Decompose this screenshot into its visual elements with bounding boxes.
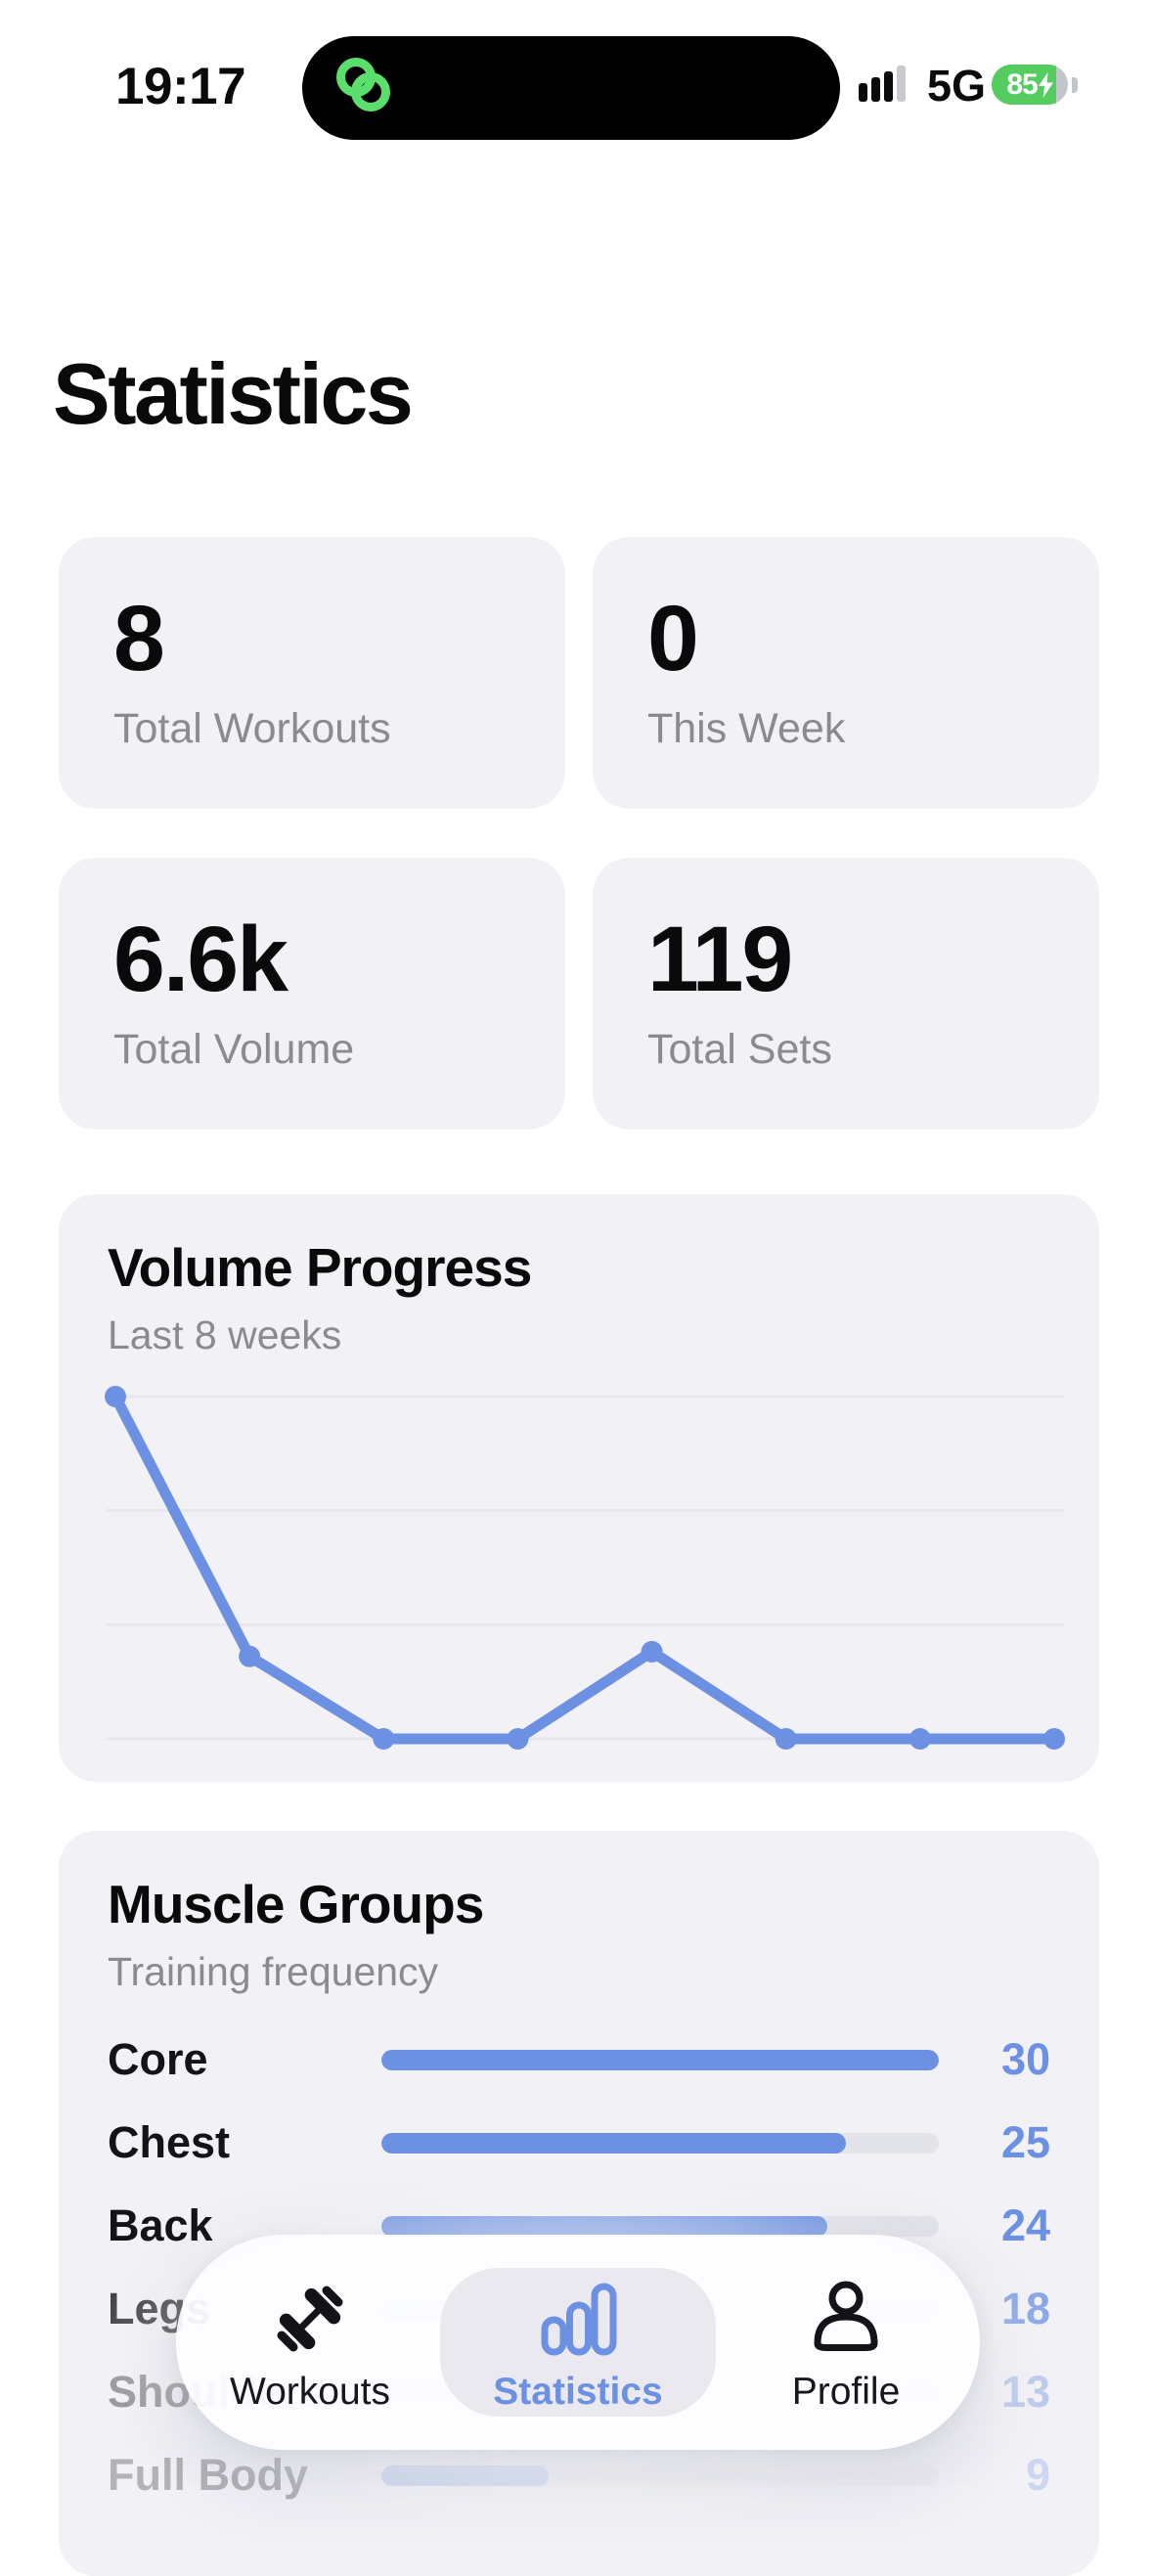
stat-value: 8 — [113, 587, 165, 690]
tab-label: Statistics — [493, 2371, 663, 2413]
volume-card-title: Volume Progress — [108, 1237, 532, 1298]
muscle-label: Core — [108, 2034, 208, 2085]
stat-label: This Week — [647, 705, 846, 752]
volume-progress-card: Volume Progress Last 8 weeks — [59, 1194, 1099, 1782]
stat-card-total-sets: 119 Total Sets — [593, 858, 1099, 1130]
muscle-value: 30 — [1000, 2034, 1050, 2085]
stat-label: Total Sets — [647, 1026, 832, 1073]
volume-card-subtitle: Last 8 weeks — [108, 1312, 342, 1357]
stat-value: 6.6k — [113, 908, 288, 1011]
tab-workouts[interactable]: Workouts — [176, 2235, 444, 2450]
tab-statistics[interactable]: Statistics — [440, 2235, 716, 2450]
muscle-bar-track — [381, 2465, 939, 2486]
cellular-signal-icon — [859, 65, 906, 102]
battery-cap — [1072, 77, 1078, 93]
muscle-bar-fill — [381, 2132, 846, 2154]
muscle-bar-track — [381, 2049, 939, 2070]
network-type-label: 5G — [927, 61, 987, 111]
tab-label: Profile — [791, 2371, 901, 2413]
muscle-bar-fill — [381, 2049, 939, 2070]
charging-bolt-icon — [1038, 71, 1053, 98]
muscle-row-core: Core 30 — [108, 2034, 1050, 2085]
stat-label: Total Volume — [113, 1026, 355, 1073]
muscle-bar-fill — [381, 2215, 827, 2237]
muscle-value: 9 — [1025, 2450, 1050, 2501]
link-rings-icon — [332, 56, 396, 121]
stat-card-total-volume: 6.6k Total Volume — [59, 858, 565, 1130]
muscle-card-title: Muscle Groups — [108, 1874, 484, 1934]
person-icon — [805, 2277, 887, 2361]
tab-label: Workouts — [230, 2371, 390, 2413]
muscle-value: 25 — [1000, 2117, 1050, 2168]
battery-percent: 85 — [1006, 67, 1038, 101]
muscle-bar-fill — [381, 2465, 549, 2486]
muscle-label: Full Body — [108, 2450, 308, 2501]
muscle-row-chest: Chest 25 — [108, 2117, 1050, 2168]
stat-card-this-week: 0 This Week — [593, 537, 1099, 809]
status-bar: 19:17 5G 85 — [0, 0, 1153, 156]
tab-profile[interactable]: Profile — [712, 2235, 980, 2450]
stat-label: Total Workouts — [113, 705, 391, 752]
page-title: Statistics — [53, 345, 414, 442]
stat-value: 119 — [647, 908, 793, 1011]
muscle-label: Chest — [108, 2117, 231, 2168]
stat-card-total-workouts: 8 Total Workouts — [59, 537, 565, 809]
stat-value: 0 — [647, 587, 699, 690]
muscle-card-subtitle: Training frequency — [108, 1949, 439, 1994]
tab-bar: Workouts Statistics Profile — [176, 2235, 980, 2450]
bar-chart-icon — [537, 2277, 619, 2361]
muscle-bar-track — [381, 2215, 939, 2237]
volume-line-chart — [105, 1377, 1065, 1760]
dynamic-island — [302, 36, 840, 140]
battery-icon: 85 — [992, 65, 1068, 105]
muscle-row-full-body: Full Body 9 — [108, 2450, 1050, 2501]
muscle-bar-track — [381, 2132, 939, 2154]
dumbbell-icon — [267, 2277, 353, 2361]
muscle-groups-card: Muscle Groups Training frequency Core 30… — [59, 1831, 1099, 2576]
status-time: 19:17 — [115, 58, 246, 115]
stats-grid: 8 Total Workouts 0 This Week 6.6k Total … — [59, 537, 1099, 1130]
